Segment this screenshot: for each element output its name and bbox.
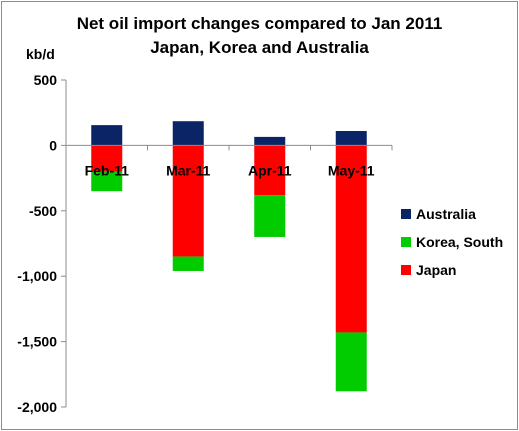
bar-australia-may-11	[335, 131, 367, 146]
y-tick-label: -1,500	[17, 334, 57, 350]
bar-australia-mar-11	[172, 121, 204, 146]
chart-title: Net oil import changes compared to Jan 2…	[76, 14, 443, 33]
legend-swatch	[401, 265, 411, 275]
y-tick-label: 500	[34, 72, 58, 88]
legend-label: Korea, South	[416, 234, 504, 250]
chart-subtitle: Japan, Korea and Australia	[150, 38, 369, 57]
bar-korea-south-mar-11	[172, 256, 204, 271]
legend-swatch	[401, 237, 411, 247]
bar-japan-mar-11	[172, 145, 204, 257]
bar-japan-feb-11	[91, 145, 123, 172]
bar-korea-south-may-11	[335, 332, 367, 392]
x-tick-label: Mar-11	[166, 162, 211, 178]
y-tick-label: 0	[49, 137, 57, 153]
legend-swatch	[401, 209, 411, 219]
y-tick-label: -500	[29, 203, 57, 219]
bar-korea-south-feb-11	[91, 171, 123, 192]
legend-label: Australia	[416, 206, 476, 222]
x-tick-label: Feb-11	[85, 162, 130, 178]
x-tick-label: May-11	[328, 162, 375, 178]
y-tick-label: -1,000	[17, 268, 57, 284]
bar-australia-feb-11	[91, 125, 123, 146]
x-tick-label: Apr-11	[248, 162, 292, 178]
y-axis-label: kb/d	[26, 46, 55, 62]
bar-australia-apr-11	[254, 136, 286, 146]
bar-japan-may-11	[335, 145, 367, 333]
legend-label: Japan	[416, 262, 457, 278]
y-tick-label: -2,000	[17, 399, 57, 415]
bar-korea-south-apr-11	[254, 195, 286, 237]
bar-japan-apr-11	[254, 145, 286, 196]
